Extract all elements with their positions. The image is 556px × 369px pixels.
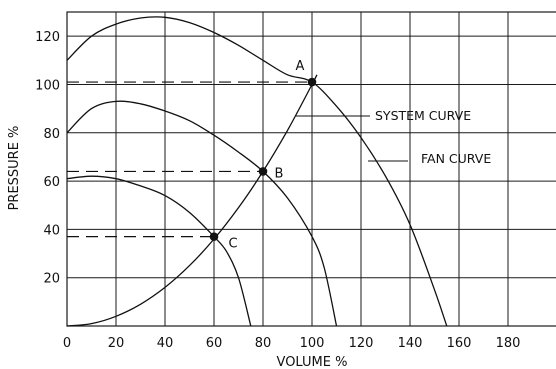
x-tick-label: 60 — [206, 336, 223, 351]
point-label-a: A — [296, 59, 305, 74]
callouts: SYSTEM CURVE FAN CURVE — [296, 108, 491, 166]
y-tick-label: 120 — [35, 30, 60, 45]
operating-point-b — [258, 167, 268, 176]
x-tick-label: 20 — [108, 336, 125, 351]
x-tick-label: 180 — [496, 336, 521, 351]
operating-point-c — [209, 232, 219, 241]
point-label-b: B — [275, 166, 284, 181]
guide-lines — [67, 81, 312, 238]
x-tick-label: 80 — [255, 336, 272, 351]
system-curve-label: SYSTEM CURVE — [375, 108, 471, 123]
curves — [66, 16, 448, 327]
system-curve — [66, 74, 318, 327]
grid — [66, 11, 556, 327]
fan-curve-low-speed — [66, 175, 252, 327]
x-axis-title: VOLUME % — [277, 355, 348, 369]
x-tick-label: 100 — [300, 336, 325, 351]
x-tick-label: 120 — [349, 336, 374, 351]
x-tick-label: 140 — [398, 336, 423, 351]
x-tick-label: 0 — [63, 336, 71, 351]
fan-curve-label: FAN CURVE — [421, 151, 491, 166]
point-label-c: C — [228, 237, 237, 252]
y-axis-title: PRESSURE % — [7, 126, 22, 211]
y-tick-label: 100 — [35, 78, 60, 93]
fan-curve — [66, 16, 448, 327]
y-tick-label: 20 — [43, 272, 60, 287]
y-tick-label: 60 — [43, 175, 60, 190]
x-tick-label: 40 — [157, 336, 174, 351]
axes: PRESSURE % VOLUME % 0 20 40 60 80 100 120 140 16… — [7, 30, 520, 369]
fan-curve-reduced-speed — [66, 100, 338, 327]
operating-points: A B C — [209, 59, 317, 252]
x-tick-label: 160 — [447, 336, 472, 351]
y-tick-label: 40 — [43, 223, 60, 238]
operating-point-a — [307, 77, 317, 87]
y-tick-label: 80 — [43, 127, 60, 142]
